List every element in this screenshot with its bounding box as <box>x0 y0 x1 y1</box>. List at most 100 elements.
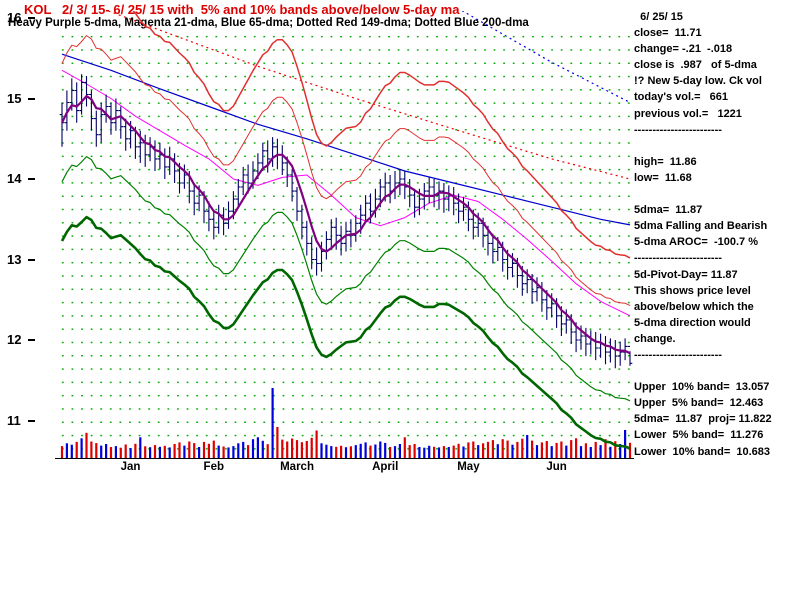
volume-bar <box>232 446 235 458</box>
volume-bar <box>295 440 299 458</box>
panel-line: close= 11.71 <box>634 27 702 40</box>
y-axis-label: 15 <box>7 90 22 106</box>
volume-bar <box>575 438 578 458</box>
volume-bar <box>511 444 514 458</box>
ohlc-bar <box>289 169 295 202</box>
volume-bar <box>100 445 103 458</box>
ohlc-bar <box>588 330 594 355</box>
ohlc-bar <box>314 247 319 276</box>
volume-bar <box>555 442 558 458</box>
volume-bar <box>305 441 308 458</box>
ohlc-bar <box>441 183 447 213</box>
volume-bar <box>389 447 392 458</box>
x-axis-month-label: Feb <box>203 461 224 473</box>
ohlc-bar <box>162 148 168 179</box>
volume-bar <box>291 438 294 458</box>
volume-bar <box>139 437 142 458</box>
ohlc-bar <box>211 209 217 240</box>
volume-bar <box>188 441 191 458</box>
ohlc-bar <box>152 140 158 171</box>
ohlc-bar <box>329 219 334 248</box>
volume-bar <box>516 441 519 458</box>
ohlc-bar <box>167 146 172 175</box>
volume-bar <box>300 442 303 458</box>
volume-bar <box>560 441 563 458</box>
panel-line: Lower 5% band= 11.276 <box>634 429 764 442</box>
ohlc-bar <box>603 336 608 365</box>
ohlc-bar <box>206 201 212 232</box>
volume-bar <box>393 446 397 458</box>
x-axis-month-label: April <box>372 461 399 473</box>
ohlc-bar <box>407 179 412 208</box>
volume-bar <box>408 445 411 458</box>
panel-line: ------------------------ <box>634 348 722 361</box>
upper-5pct-band-line <box>61 35 631 307</box>
panel-line: change= -.21 -.018 <box>634 43 733 56</box>
ohlc-bar <box>147 137 153 162</box>
volume-bar <box>247 445 250 458</box>
volume-bar <box>75 441 78 458</box>
volume-bar <box>124 444 127 458</box>
volume-bar <box>589 447 592 458</box>
volume-bar <box>325 444 328 458</box>
ohlc-bar <box>593 332 598 361</box>
ohlc-bar <box>534 277 540 302</box>
panel-line <box>634 363 800 379</box>
volume-bar <box>570 440 573 458</box>
x-axis-month-label: Jun <box>546 461 567 473</box>
ohlc-bar <box>123 118 128 151</box>
volume-bar <box>565 445 568 458</box>
volume-bar <box>173 444 176 458</box>
volume-bar <box>168 447 171 458</box>
volume-bar <box>369 445 372 458</box>
volume-bar <box>457 443 460 458</box>
volume-bar <box>433 446 436 458</box>
panel-line: !? New 5-day low. Ck vol <box>634 75 762 88</box>
volume-bar <box>472 441 475 458</box>
ohlc-bar <box>294 187 300 221</box>
ohlc-bar <box>392 171 398 200</box>
volume-bar <box>354 445 357 458</box>
ohlc-bar <box>260 142 266 171</box>
panel-line: Upper 5% band= 12.463 <box>634 397 764 410</box>
volume-bar <box>315 430 318 458</box>
volume-bar <box>531 440 534 458</box>
ohlc-bar <box>412 188 417 218</box>
dma5-line <box>61 95 631 355</box>
volume-bar <box>90 441 93 458</box>
ohlc-bar <box>299 204 305 240</box>
volume-bar <box>579 446 583 458</box>
volume-bar <box>183 445 186 458</box>
panel-line: Upper 10% band= 13.057 <box>634 381 770 394</box>
volume-bar <box>217 445 220 458</box>
x-axis-month-label: May <box>457 461 480 473</box>
ohlc-bar <box>324 231 329 260</box>
volume-bar <box>202 441 206 458</box>
ohlc-bar <box>64 90 70 131</box>
ohlc-bar <box>103 94 109 123</box>
volume-bar <box>153 445 157 458</box>
panel-line: above/below which the <box>634 300 754 313</box>
ohlc-bar <box>353 215 359 242</box>
volume-bar <box>95 443 98 458</box>
volume-bar <box>144 446 147 458</box>
volume-bar <box>70 444 73 458</box>
ohlc-bar <box>598 333 603 358</box>
ohlc-bar <box>240 166 246 196</box>
ohlc-bar <box>79 74 84 115</box>
volume-bar <box>310 437 313 458</box>
volume-bar <box>281 439 284 458</box>
ohlc-bar <box>319 241 324 272</box>
ohlc-bar <box>622 338 628 361</box>
volume-bar <box>501 439 504 458</box>
volume-bar <box>496 444 499 458</box>
ohlc-bar <box>118 106 124 139</box>
y-axis-tick <box>28 17 35 19</box>
volume-bar <box>491 440 494 458</box>
volume-bar <box>482 443 485 458</box>
lower-5pct-band-line <box>61 156 631 402</box>
ohlc-bar <box>59 102 65 147</box>
ohlc-bar <box>608 338 613 363</box>
x-axis-line <box>55 458 634 459</box>
